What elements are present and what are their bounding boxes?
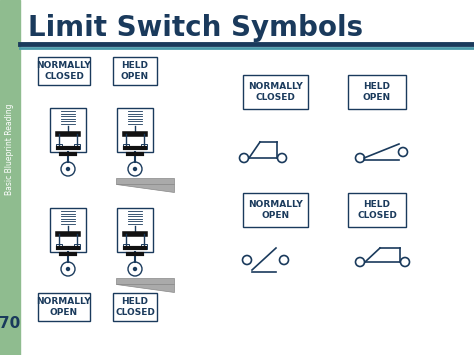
Text: HELD
OPEN: HELD OPEN bbox=[121, 61, 149, 81]
Circle shape bbox=[239, 153, 248, 163]
Circle shape bbox=[61, 162, 75, 176]
Bar bbox=[116, 278, 174, 284]
Text: HELD
CLOSED: HELD CLOSED bbox=[115, 297, 155, 317]
Circle shape bbox=[61, 262, 75, 276]
Text: Limit Switch Symbols: Limit Switch Symbols bbox=[28, 14, 363, 42]
Circle shape bbox=[280, 256, 289, 264]
Circle shape bbox=[128, 162, 142, 176]
Circle shape bbox=[401, 257, 410, 267]
Bar bbox=[113, 57, 157, 85]
Bar bbox=[50, 108, 86, 152]
Circle shape bbox=[243, 256, 252, 264]
Text: NORMALLY
CLOSED: NORMALLY CLOSED bbox=[36, 61, 91, 81]
Circle shape bbox=[356, 257, 365, 267]
Bar bbox=[0, 0, 20, 355]
Bar bbox=[50, 208, 86, 252]
Bar bbox=[56, 244, 62, 249]
Text: Basic Blueprint Reading: Basic Blueprint Reading bbox=[6, 103, 15, 195]
Bar bbox=[123, 244, 129, 249]
Polygon shape bbox=[116, 284, 174, 292]
Circle shape bbox=[128, 262, 142, 276]
Circle shape bbox=[399, 147, 408, 157]
Bar bbox=[56, 144, 62, 149]
Text: NORMALLY
OPEN: NORMALLY OPEN bbox=[36, 297, 91, 317]
Bar bbox=[243, 75, 308, 109]
Bar bbox=[243, 193, 308, 227]
Bar bbox=[117, 208, 153, 252]
Bar bbox=[113, 293, 157, 321]
Bar bbox=[348, 193, 406, 227]
Text: NORMALLY
CLOSED: NORMALLY CLOSED bbox=[248, 82, 303, 102]
Bar bbox=[141, 244, 147, 249]
Bar bbox=[74, 144, 80, 149]
Circle shape bbox=[134, 268, 137, 271]
Circle shape bbox=[66, 168, 70, 170]
Circle shape bbox=[277, 153, 286, 163]
Circle shape bbox=[134, 168, 137, 170]
Text: 70: 70 bbox=[0, 316, 21, 331]
Bar bbox=[38, 57, 90, 85]
Bar bbox=[116, 178, 174, 184]
Polygon shape bbox=[116, 184, 174, 192]
Text: HELD
CLOSED: HELD CLOSED bbox=[357, 200, 397, 220]
Bar bbox=[38, 293, 90, 321]
Circle shape bbox=[356, 153, 365, 163]
Text: NORMALLY
OPEN: NORMALLY OPEN bbox=[248, 200, 303, 220]
Bar bbox=[74, 244, 80, 249]
Circle shape bbox=[66, 268, 70, 271]
Bar bbox=[141, 144, 147, 149]
Text: HELD
OPEN: HELD OPEN bbox=[363, 82, 391, 102]
Bar bbox=[348, 75, 406, 109]
Bar bbox=[123, 144, 129, 149]
Bar bbox=[117, 108, 153, 152]
